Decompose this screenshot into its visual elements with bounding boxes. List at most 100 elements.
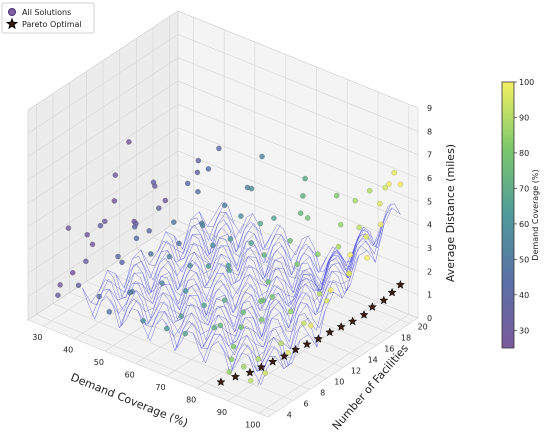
pareto-point bbox=[395, 279, 406, 289]
data-point bbox=[294, 261, 301, 267]
tick-labels: 3040506070809010046810121416182001234567… bbox=[32, 104, 432, 429]
y-tick-label: 8 bbox=[320, 389, 325, 398]
y-tick-label: 12 bbox=[351, 367, 361, 376]
data-point bbox=[327, 287, 334, 294]
data-point bbox=[217, 322, 224, 329]
pareto-point bbox=[290, 344, 301, 354]
data-point bbox=[304, 215, 311, 221]
data-point bbox=[287, 308, 294, 315]
data-point bbox=[89, 241, 96, 248]
data-point bbox=[257, 298, 264, 305]
surface-line bbox=[266, 207, 401, 370]
data-point bbox=[205, 263, 212, 269]
legend-marker-pareto-optimal bbox=[5, 17, 19, 30]
x-tick-label: 60 bbox=[125, 371, 135, 380]
data-point bbox=[163, 325, 170, 332]
surface-line bbox=[248, 224, 383, 372]
data-point bbox=[194, 169, 201, 176]
data-point bbox=[363, 234, 370, 240]
data-point bbox=[287, 237, 294, 244]
data-point bbox=[221, 202, 228, 209]
z-grid-line bbox=[27, 103, 419, 204]
data-point bbox=[377, 221, 384, 228]
data-point bbox=[261, 252, 268, 258]
x-tick-label: 80 bbox=[186, 395, 196, 404]
data-point bbox=[112, 172, 119, 178]
data-point bbox=[259, 153, 265, 160]
z-grid-line bbox=[27, 127, 419, 227]
data-point bbox=[205, 166, 212, 172]
data-point bbox=[97, 222, 104, 229]
data-point bbox=[271, 215, 277, 221]
data-point bbox=[308, 322, 314, 329]
data-point bbox=[187, 262, 193, 269]
data-point bbox=[265, 278, 272, 285]
z-tick-label: 2 bbox=[427, 267, 432, 276]
surface-line bbox=[82, 211, 216, 303]
data-point bbox=[84, 231, 90, 238]
data-point bbox=[258, 316, 265, 323]
z-grid-line bbox=[27, 80, 419, 181]
data-point bbox=[140, 317, 146, 324]
data-point bbox=[216, 145, 222, 152]
colorbar-tick-label: 50 bbox=[519, 255, 529, 264]
data-point bbox=[83, 258, 89, 265]
data-point bbox=[356, 224, 363, 231]
surface-line bbox=[156, 234, 290, 325]
data-point bbox=[127, 289, 133, 296]
x-tick-label: 30 bbox=[32, 333, 42, 342]
y-tick-label: 10 bbox=[334, 378, 344, 387]
data-point bbox=[257, 220, 264, 227]
pareto-point bbox=[359, 310, 369, 319]
surface-line bbox=[91, 202, 226, 317]
data-point bbox=[352, 197, 359, 204]
data-point bbox=[262, 370, 269, 376]
data-point bbox=[238, 213, 244, 219]
data-point bbox=[300, 193, 306, 199]
colorbar-tick-label: 100 bbox=[519, 78, 534, 87]
data-point bbox=[240, 363, 247, 370]
pareto-point bbox=[313, 334, 324, 343]
data-point bbox=[247, 377, 254, 384]
data-point bbox=[195, 157, 202, 164]
surface-line bbox=[174, 235, 309, 351]
pareto-point bbox=[387, 287, 397, 297]
data-point bbox=[131, 223, 138, 230]
data-point bbox=[176, 240, 182, 247]
data-point bbox=[301, 320, 307, 327]
data-point bbox=[211, 324, 218, 331]
legend: All Solutions Pareto Optimal bbox=[1, 2, 95, 34]
data-point bbox=[382, 184, 388, 191]
data-point bbox=[210, 242, 216, 249]
data-point bbox=[240, 309, 247, 316]
z-tick-label: 7 bbox=[427, 151, 432, 160]
colorbar-tick-label: 90 bbox=[519, 114, 529, 123]
colorbar: 30 40 50 60 70 80 90 100 Demand Coverage (%) bbox=[501, 78, 540, 349]
pareto-point bbox=[347, 316, 358, 326]
x-tick-label: 50 bbox=[94, 358, 104, 367]
data-point bbox=[397, 181, 404, 188]
data-point bbox=[333, 192, 340, 199]
y-tick-label: 14 bbox=[368, 356, 378, 365]
colorbar-label: Demand Coverage (%) bbox=[531, 169, 540, 260]
data-point bbox=[248, 185, 255, 192]
pareto-point bbox=[367, 302, 378, 311]
legend-marker-all-solutions bbox=[8, 8, 16, 16]
y-tick-label: 18 bbox=[401, 334, 411, 343]
pareto-point bbox=[216, 377, 226, 387]
z-tick-label: 8 bbox=[427, 127, 432, 136]
data-point bbox=[155, 205, 162, 211]
data-point bbox=[170, 219, 177, 225]
data-point bbox=[159, 280, 165, 286]
data-point bbox=[195, 188, 201, 195]
surface-line bbox=[128, 223, 263, 314]
z-axis-label: Average Distance (miles) bbox=[444, 144, 457, 282]
surface-line bbox=[146, 224, 281, 340]
data-point bbox=[255, 356, 262, 362]
data-point bbox=[337, 221, 344, 228]
data-point bbox=[347, 251, 354, 258]
colorbar-ticks: 30 40 50 60 70 80 90 100 bbox=[514, 78, 534, 335]
z-tick-label: 6 bbox=[427, 174, 432, 183]
